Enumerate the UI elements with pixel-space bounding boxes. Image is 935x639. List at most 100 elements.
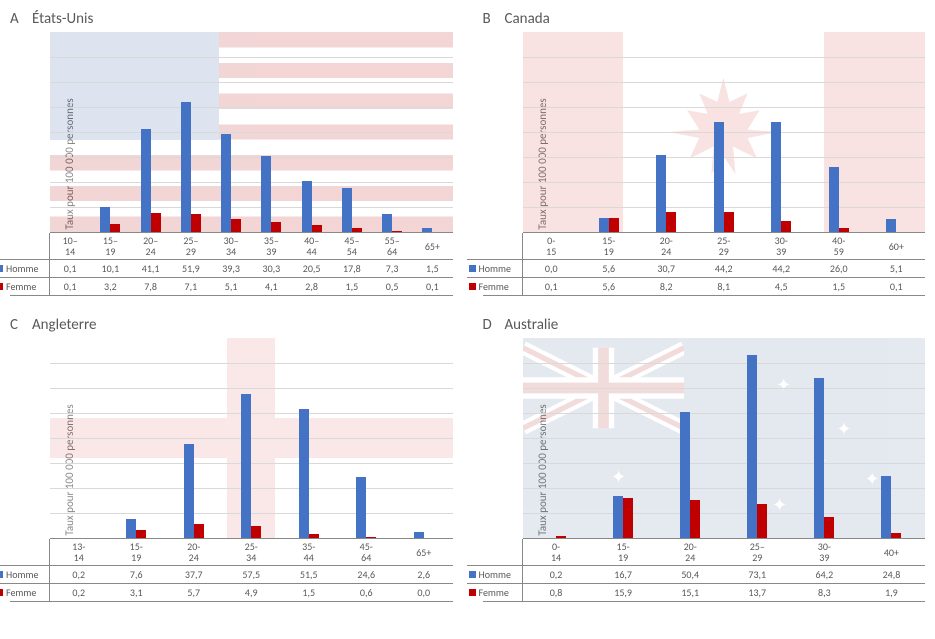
data-cell: 2,8 (292, 277, 332, 295)
bar-homme (100, 207, 110, 232)
data-cell: 7,3 (372, 259, 412, 277)
plot-area: 01020304050607080 (523, 32, 926, 233)
bar-femme (556, 536, 566, 538)
bar-group (523, 32, 581, 232)
category-label: 15–19 (90, 233, 130, 259)
bar-femme (352, 228, 362, 232)
bar-group (251, 32, 291, 232)
data-cell: 26,0 (810, 259, 868, 277)
data-cell: 8,1 (695, 277, 753, 295)
bar-femme (231, 219, 241, 232)
data-cell: 0,1 (412, 277, 452, 295)
bar-homme (126, 519, 136, 538)
bar-group (108, 338, 166, 538)
bar-group (868, 32, 926, 232)
data-cell: 1,5 (412, 259, 452, 277)
bar-femme (781, 221, 791, 232)
bar-femme (366, 537, 376, 539)
data-cell: 0,0 (395, 583, 453, 601)
category-row: 10–1415–1920–2425–2930–3435–3940–4445–54… (50, 233, 453, 259)
data-cell: 44,2 (753, 259, 811, 277)
bar-group (810, 32, 868, 232)
data-cell: 16,7 (590, 565, 657, 583)
category-label: 45-64 (338, 539, 396, 565)
category-label: 20–24 (131, 233, 171, 259)
bar-homme (422, 228, 432, 232)
swatch-femme (0, 283, 3, 290)
data-cell: 4,1 (251, 277, 291, 295)
category-label: 60+ (868, 233, 926, 259)
data-cell: 30,7 (638, 259, 696, 277)
category-label: 65+ (412, 233, 452, 259)
panel-letter: D (483, 316, 505, 334)
category-row-label (467, 233, 523, 259)
bar-homme (299, 409, 309, 538)
panel-country: Canada (505, 10, 550, 28)
data-row-femme: Femme0,15,68,28,14,51,50,1 (523, 277, 926, 295)
bar-group (292, 32, 332, 232)
category-label: 30-39 (753, 233, 811, 259)
bar-femme (690, 500, 700, 538)
swatch-femme (0, 589, 3, 596)
bar-homme (599, 218, 609, 232)
data-cell: 0,5 (372, 277, 412, 295)
category-label: 35–39 (251, 233, 291, 259)
bar-group (50, 338, 108, 538)
panel-title: DAustralie (483, 316, 926, 334)
data-cell: 0,8 (523, 583, 590, 601)
bar-group (590, 338, 657, 538)
chart-wrap: Taux pour 100 000 personnes0102030405060… (10, 32, 453, 296)
category-label: 40–44 (292, 233, 332, 259)
bar-homme (881, 476, 891, 538)
chart-wrap: Taux pour 100 000 personnes0102030405060… (483, 32, 926, 296)
data-cell: 57,5 (223, 565, 281, 583)
series-label-femme: Femme (467, 583, 523, 601)
data-row-femme: Femme0,815,915,113,78,31,9 (523, 583, 926, 601)
data-cell: 73,1 (724, 565, 791, 583)
category-label: 0-14 (523, 539, 590, 565)
bar-group (657, 338, 724, 538)
category-row: 13-1415-1920-2425-3435-4445-6465+ (50, 539, 453, 565)
bar-homme (680, 412, 690, 538)
category-row-label (0, 539, 50, 565)
bar-homme (261, 156, 271, 232)
bar-homme (814, 378, 824, 539)
bar-femme (194, 524, 204, 538)
bar-homme (886, 219, 896, 232)
bar-group (395, 338, 453, 538)
category-row-label (0, 233, 50, 259)
data-cell: 1,5 (280, 583, 338, 601)
bar-femme (724, 212, 734, 232)
swatch-femme (469, 283, 476, 290)
data-row-homme: Homme0,05,630,744,244,226,05,1 (523, 259, 926, 277)
bar-group (211, 32, 251, 232)
bar-femme (839, 228, 849, 232)
data-cell: 64,2 (791, 565, 858, 583)
bar-femme (136, 530, 146, 538)
bar-group (580, 32, 638, 232)
panel-title: CAngleterre (10, 316, 453, 334)
category-label: 0-15 (523, 233, 581, 259)
plot-area: 01020304050607080 (50, 32, 453, 233)
panel-a: AÉtats-UnisTaux pour 100 000 personnes01… (10, 10, 453, 296)
panel-letter: C (10, 316, 32, 334)
bar-group (695, 32, 753, 232)
data-cell: 8,2 (638, 277, 696, 295)
bar-homme (342, 188, 352, 233)
chart-wrap: Taux pour 100 000 personnes✦✦✦✦✦✦0102030… (483, 338, 926, 602)
series-label-homme: Homme (467, 565, 523, 583)
category-label: 25–29 (724, 539, 791, 565)
data-cell: 4,9 (223, 583, 281, 601)
category-label: 15-19 (590, 539, 657, 565)
bar-femme (251, 526, 261, 538)
data-cell: 1,9 (858, 583, 925, 601)
data-cell: 24,8 (858, 565, 925, 583)
category-row-label (467, 539, 523, 565)
category-label: 55–64 (372, 233, 412, 259)
bar-homme (302, 181, 312, 232)
bar-group (90, 32, 130, 232)
bar-homme (221, 134, 231, 232)
bar-femme (623, 498, 633, 538)
category-label: 15-19 (580, 233, 638, 259)
category-label: 25–29 (171, 233, 211, 259)
